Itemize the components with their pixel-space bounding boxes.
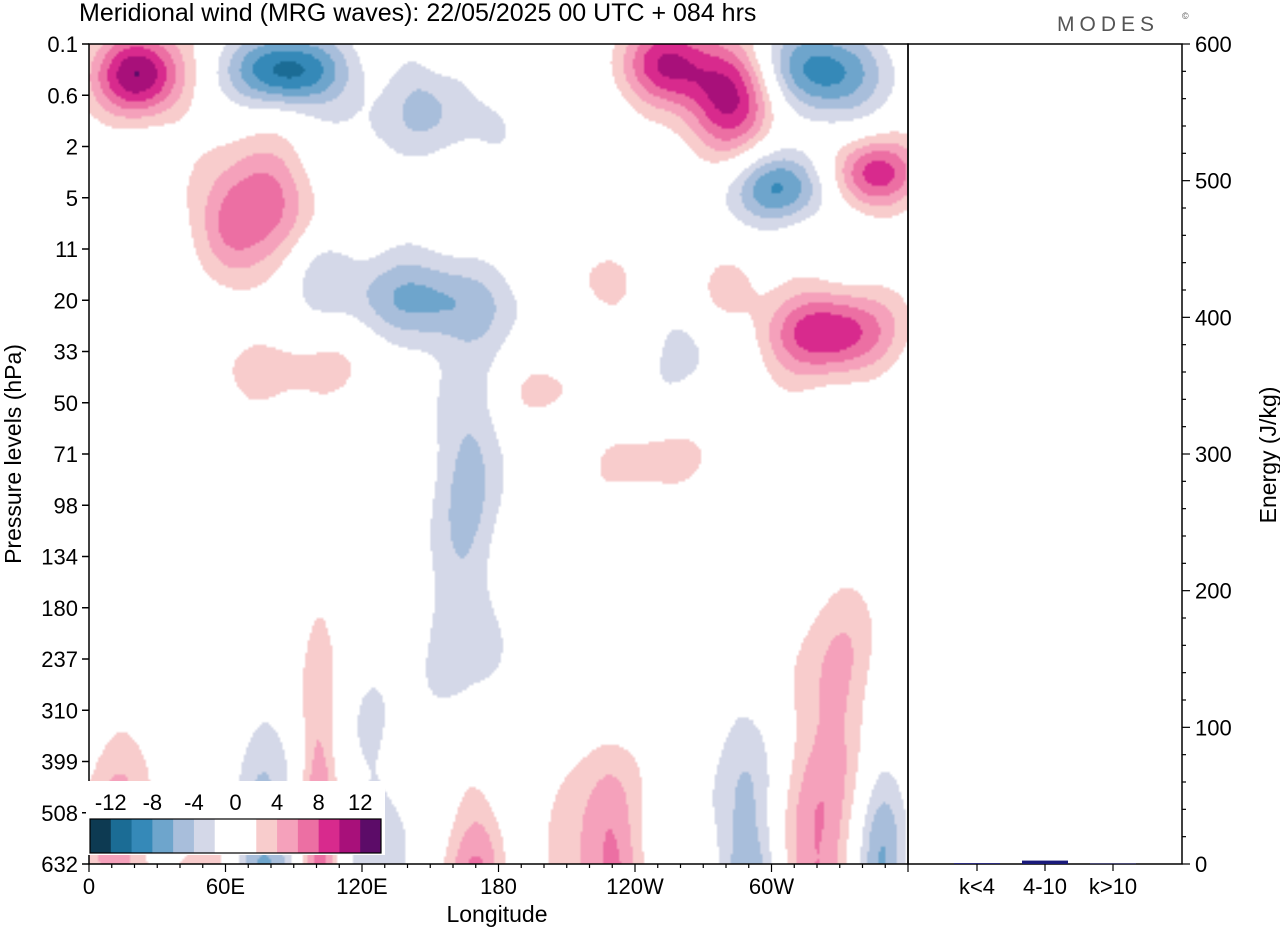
- pressure-tick-label: 11: [55, 237, 78, 262]
- colorbar-swatch: [277, 819, 299, 853]
- colorbar-swatch: [152, 819, 174, 853]
- energy-tick-label: 200: [1195, 579, 1232, 604]
- chart-title: Meridional wind (MRG waves): 22/05/2025 …: [79, 0, 756, 27]
- pressure-axis: 0.1 0.6 2 5 11 20 33 50 71 98 134 180 237 310 399 508 63…: [41, 32, 89, 877]
- wavenumber-tick-label: k>10: [1089, 874, 1137, 899]
- colorbar-label: -4: [184, 790, 204, 815]
- energy-axis-label: Energy (J/kg): [1255, 387, 1280, 524]
- pressure-tick-label: 98: [54, 493, 78, 518]
- energy-tick-label: 600: [1195, 32, 1232, 57]
- pressure-tick-label: 0.1: [47, 32, 78, 57]
- pressure-tick-label: 180: [41, 596, 78, 621]
- pressure-tick-label: 71: [54, 442, 78, 467]
- colorbar: -12 -8 -4 0 4 8 12: [86, 781, 385, 855]
- pressure-tick-label: 0.6: [47, 83, 78, 108]
- pressure-tick-label: 50: [54, 391, 78, 416]
- colorbar-swatch: [110, 819, 133, 853]
- wavenumber-axis: k<4 4-10 k>10: [959, 864, 1137, 899]
- logo-mark: ©: [1182, 11, 1189, 21]
- energy-axis: 0 100 200 300 400 500 600: [1182, 32, 1232, 877]
- y-axis-label: Pressure levels (hPa): [0, 344, 26, 564]
- colorbar-swatch: [235, 819, 257, 853]
- colorbar-label: 8: [313, 790, 325, 815]
- pressure-tick-label: 33: [54, 340, 78, 365]
- colorbar-swatch: [131, 819, 153, 853]
- pressure-tick-label: 237: [41, 647, 78, 672]
- energy-bars: [954, 860, 1136, 865]
- longitude-tick-label: 60W: [749, 874, 794, 899]
- pressure-tick-label: 134: [41, 545, 78, 570]
- pressure-tick-label: 399: [41, 750, 78, 775]
- wavenumber-tick-label: k<4: [959, 874, 995, 899]
- colorbar-swatch: [173, 819, 195, 853]
- energy-tick-label: 500: [1195, 169, 1232, 194]
- energy-tick-label: 400: [1195, 305, 1232, 330]
- longitude-tick-label: 120E: [336, 874, 387, 899]
- colorbar-swatch: [214, 819, 236, 853]
- pressure-tick-label: 632: [41, 852, 78, 877]
- energy-bar: [954, 863, 1000, 864]
- wavenumber-tick-label: 4-10: [1023, 874, 1067, 899]
- modes-logo: MODES: [1057, 13, 1159, 36]
- colorbar-swatch: [297, 819, 320, 853]
- energy-tick-label: 0: [1195, 852, 1207, 877]
- colorbar-label: 12: [348, 790, 372, 815]
- energy-tick-label: 100: [1195, 715, 1232, 740]
- colorbar-swatch: [193, 819, 216, 853]
- colorbar-swatch: [256, 819, 278, 853]
- colorbar-label: 4: [271, 790, 283, 815]
- pressure-tick-label: 20: [54, 288, 78, 313]
- colorbar-frame: [89, 818, 382, 854]
- colorbar-label: 0: [229, 790, 241, 815]
- longitude-tick-label: 180: [480, 874, 517, 899]
- colorbar-swatch: [360, 819, 382, 853]
- longitude-axis: 0 60E 120E 180 120W 60W: [83, 864, 909, 899]
- pressure-tick-label: 310: [41, 698, 78, 723]
- longitude-tick-label: 0: [83, 874, 95, 899]
- colorbar-swatch: [90, 819, 112, 853]
- longitude-tick-label: 120W: [606, 874, 664, 899]
- energy-bar: [1022, 860, 1068, 864]
- colorbar-swatch: [318, 819, 340, 853]
- colorbar-label: -8: [143, 790, 163, 815]
- longitude-tick-label: 60E: [206, 874, 245, 899]
- energy-panel-frame: [907, 43, 1183, 865]
- x-axis-label: Longitude: [446, 901, 547, 927]
- colorbar-label: -12: [95, 790, 127, 815]
- pressure-tick-label: 508: [41, 801, 78, 826]
- energy-bar: [1090, 863, 1136, 865]
- energy-tick-label: 300: [1195, 442, 1232, 467]
- wind-contour-field: [89, 44, 908, 864]
- pressure-tick-label: 5: [66, 186, 78, 211]
- colorbar-swatch: [339, 819, 361, 853]
- pressure-tick-label: 2: [66, 135, 78, 160]
- heatmap-field: [89, 44, 908, 864]
